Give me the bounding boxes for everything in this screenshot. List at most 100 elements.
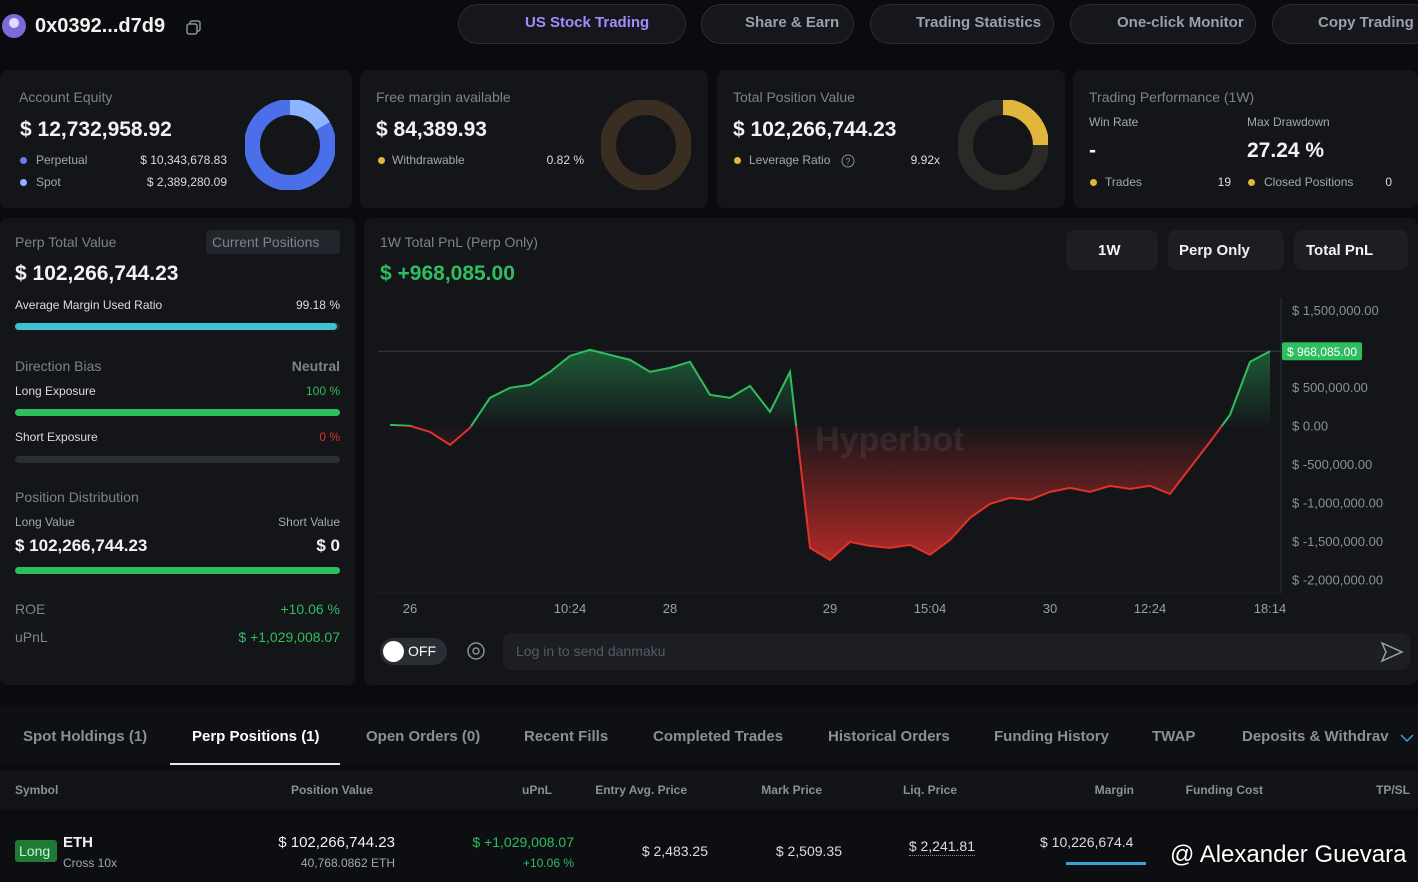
row-value: 100 % — [305, 384, 340, 398]
nav-button[interactable] — [1272, 4, 1418, 44]
y-tick-label: $ -2,000,000.00 — [1292, 572, 1383, 587]
copy-icon[interactable] — [186, 20, 202, 36]
stat-label: Max Drawdown — [1247, 115, 1330, 129]
dropdown-label[interactable]: Total PnL — [1306, 242, 1374, 259]
entry-price: $ 2,483.25 — [641, 843, 708, 859]
column-header[interactable]: Funding Cost — [1185, 783, 1263, 797]
card-title: Trading Performance (1W) — [1089, 89, 1255, 105]
column-header[interactable]: Entry Avg. Price — [595, 783, 687, 797]
column-header[interactable]: Symbol — [15, 783, 59, 797]
row-label: Average Margin Used Ratio — [15, 298, 163, 312]
row-label: Spot — [36, 175, 61, 189]
nav-button[interactable] — [458, 4, 686, 44]
dropdown-label[interactable]: Perp Only — [1179, 242, 1250, 259]
tab[interactable]: Perp Positions (1) — [192, 728, 320, 745]
y-tick-label: $ -500,000.00 — [1292, 457, 1372, 472]
button-label[interactable]: Current Positions — [212, 234, 320, 250]
stat-label: Closed Positions — [1264, 175, 1354, 189]
danmaku-input[interactable] — [503, 633, 1410, 670]
legend-dot — [1248, 179, 1255, 186]
position-value: $ 102,266,744.23 — [278, 834, 395, 851]
stat-value: 0 — [1385, 175, 1392, 189]
x-tick-label: 28 — [663, 601, 677, 616]
tab[interactable]: Funding History — [994, 728, 1109, 745]
tab[interactable]: TWAP — [1152, 728, 1196, 745]
dropdown[interactable] — [1294, 230, 1408, 270]
section-title: Position Distribution — [15, 489, 139, 505]
row-label: Long Value — [15, 515, 75, 529]
last-value-label: $ 968,085.00 — [1287, 345, 1357, 359]
tab[interactable]: Open Orders (0) — [366, 728, 481, 745]
y-tick-label: $ 0.00 — [1292, 418, 1328, 433]
row-label: Short Value — [278, 515, 340, 529]
row-value: +10.06 % — [280, 601, 340, 617]
tab-bar — [0, 705, 1418, 765]
card-title: Account Equity — [19, 89, 113, 105]
column-header[interactable]: Position Value — [290, 783, 373, 797]
nav-button[interactable] — [870, 4, 1054, 44]
row-value: $ 2,389,280.09 — [146, 175, 227, 189]
mark-price: $ 2,509.35 — [775, 843, 842, 859]
row-value: $ 102,266,744.23 — [15, 536, 148, 555]
toggle-label[interactable]: OFF — [408, 643, 436, 659]
row-value: 0 % — [319, 430, 340, 444]
liq-price: $ 2,241.81 — [908, 838, 975, 856]
dropdown[interactable] — [1168, 230, 1284, 270]
tab[interactable]: Completed Trades — [653, 728, 784, 745]
stat-value: 19 — [1217, 175, 1231, 189]
toggle-knob — [383, 641, 404, 662]
current-positions-button[interactable] — [206, 230, 340, 254]
dropdown[interactable] — [1066, 230, 1158, 270]
progress-track — [15, 567, 340, 574]
chart-current-value: $ +968,085.00 — [380, 262, 515, 285]
nav-button[interactable] — [1070, 4, 1256, 44]
progress-fill — [15, 323, 338, 330]
table-header — [0, 770, 1418, 810]
legend-dot — [734, 157, 741, 164]
nav-label[interactable]: One-click Monitor — [1117, 14, 1244, 31]
column-header[interactable]: TP/SL — [1375, 783, 1410, 797]
help-icon[interactable]: ? — [841, 154, 855, 168]
column-header[interactable]: Liq. Price — [902, 783, 957, 797]
x-tick-label: 10:24 — [554, 601, 587, 616]
column-header[interactable]: Mark Price — [761, 783, 822, 797]
x-tick-label: 29 — [823, 601, 837, 616]
progress-track — [15, 456, 340, 463]
nav-button[interactable] — [701, 4, 854, 44]
margin-donut — [601, 100, 691, 190]
perp-panel — [0, 218, 355, 685]
chart-title: 1W Total PnL (Perp Only) — [380, 234, 538, 250]
settings-icon[interactable] — [466, 641, 486, 661]
row-label: Perpetual — [36, 153, 88, 167]
send-icon[interactable] — [1380, 640, 1404, 664]
legend-dot — [1090, 179, 1097, 186]
column-header[interactable]: Margin — [1094, 783, 1134, 797]
margin-bar — [1066, 862, 1146, 865]
card-title: Total Position Value — [733, 89, 855, 105]
tabs-chevron[interactable] — [1400, 733, 1414, 743]
tab[interactable]: Historical Orders — [828, 728, 950, 745]
row-label: Short Exposure — [15, 430, 98, 444]
tab[interactable]: Spot Holdings (1) — [23, 728, 148, 745]
last-value-badge — [1282, 342, 1362, 361]
card-value: $ 102,266,744.23 — [733, 118, 897, 141]
dropdown-label[interactable]: 1W — [1098, 242, 1121, 259]
watermark: @ Alexander Guevara — [1170, 841, 1407, 868]
nav-label[interactable]: Share & Earn — [745, 14, 840, 31]
nav-label[interactable]: Trading Statistics — [916, 14, 1042, 31]
card-value: $ 84,389.93 — [376, 118, 487, 141]
side-badge: Long — [19, 843, 51, 859]
column-header[interactable]: uPnL — [522, 783, 552, 797]
tab[interactable]: Recent Fills — [524, 728, 609, 745]
account-address: 0x0392...d7d9 — [35, 15, 166, 37]
row-label: uPnL — [15, 629, 48, 645]
chart-watermark: Hyperbot — [815, 421, 965, 459]
nav-label[interactable]: US Stock Trading — [525, 14, 650, 31]
input-placeholder[interactable]: Log in to send danmaku — [516, 643, 666, 659]
leverage-donut — [958, 100, 1048, 190]
x-tick-label: 18:14 — [1254, 601, 1287, 616]
nav-label[interactable]: Copy Trading — [1318, 14, 1414, 31]
tab[interactable]: Deposits & Withdrav — [1242, 728, 1389, 745]
x-tick-label: 30 — [1043, 601, 1057, 616]
